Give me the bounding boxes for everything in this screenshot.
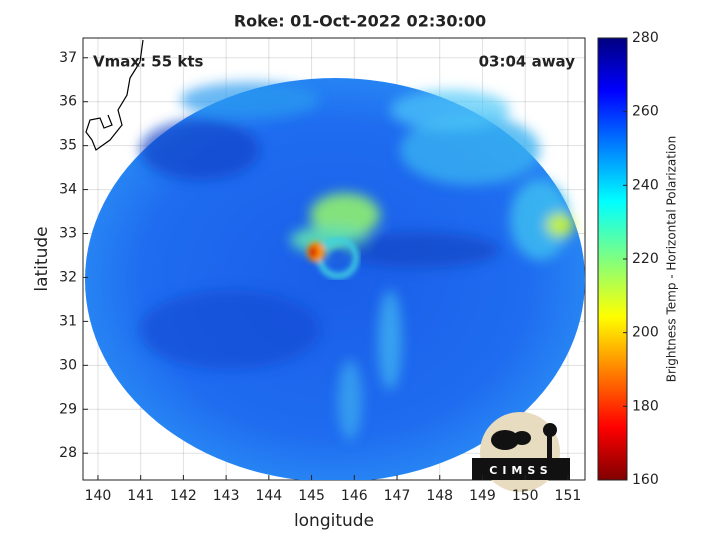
- y-tick-label: 28: [59, 445, 77, 461]
- colorbar-tick-label: 160: [632, 472, 659, 488]
- y-tick-label: 31: [59, 313, 77, 329]
- x-axis-label: longitude: [294, 511, 374, 531]
- x-tick-label: 144: [255, 488, 282, 504]
- colorbar-tick-label: 200: [632, 325, 659, 341]
- colorbar-label: Brightness Temp - Horizontal Polarizatio…: [665, 136, 679, 383]
- colorbar-tick-label: 180: [632, 398, 659, 414]
- y-tick-label: 29: [59, 401, 77, 417]
- x-tick-label: 145: [298, 488, 325, 504]
- y-tick-label: 33: [59, 226, 77, 242]
- y-tick-label: 34: [59, 182, 77, 198]
- colorbar-tick-label: 260: [632, 104, 659, 120]
- x-tick-label: 147: [384, 488, 411, 504]
- swath-image: [85, 78, 585, 480]
- y-axis-label: latitude: [32, 226, 52, 291]
- annotation: 03:04 away: [479, 53, 576, 71]
- y-tick-label: 35: [59, 138, 77, 154]
- colorbar-tick-label: 240: [632, 177, 659, 193]
- colorbar-tick-label: 280: [632, 30, 659, 46]
- x-tick-label: 140: [85, 488, 112, 504]
- colorbar-tick-label: 220: [632, 251, 659, 267]
- cimss-logo: CIMSS: [472, 412, 570, 492]
- x-tick-label: 142: [170, 488, 197, 504]
- y-tick-label: 30: [59, 357, 77, 373]
- coastline: [85, 39, 144, 151]
- y-tick-label: 36: [59, 94, 77, 110]
- x-tick-label: 143: [213, 488, 240, 504]
- x-tick-label: 149: [469, 488, 496, 504]
- y-tick-label: 37: [59, 50, 77, 66]
- annotation: Vmax: 55 kts: [93, 53, 203, 71]
- x-tick-label: 151: [555, 488, 582, 504]
- ticks: 140 141 142 143 144 145 146 147 148 149 150 151 28 29…: [59, 30, 659, 504]
- logo-text: CIMSS: [489, 464, 552, 477]
- x-tick-label: 146: [341, 488, 368, 504]
- y-tick-label: 32: [59, 269, 77, 285]
- x-tick-label: 141: [127, 488, 154, 504]
- x-tick-label: 148: [426, 488, 453, 504]
- x-tick-label: 150: [512, 488, 539, 504]
- chart-title: Roke: 01-Oct-2022 02:30:00: [234, 12, 486, 31]
- colorbar: [597, 37, 628, 481]
